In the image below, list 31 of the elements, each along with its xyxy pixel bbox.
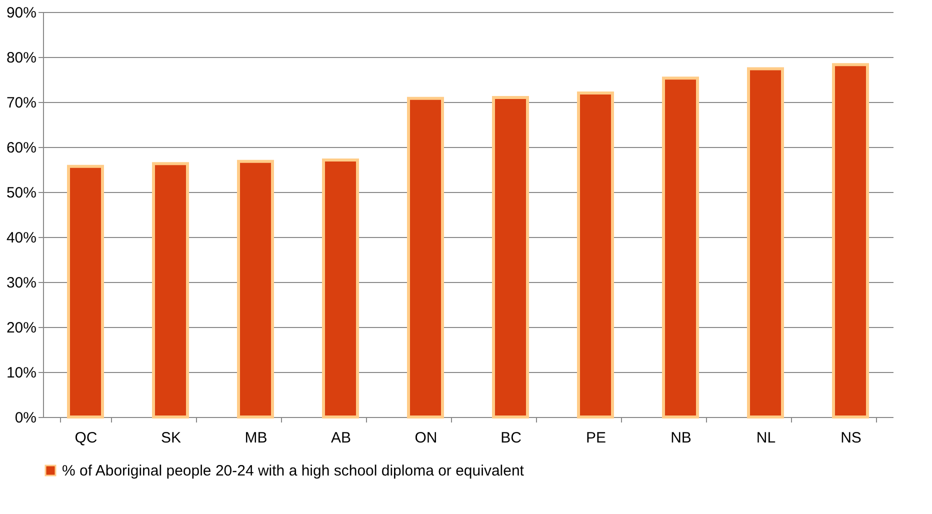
y-tick-label: 80% [6,50,36,66]
y-tick-label: 10% [6,364,36,382]
y-tick-label: 70% [6,94,36,112]
x-tick-label: NS [840,430,862,446]
x-tick-label: BC [500,430,522,446]
bar [322,158,359,418]
x-tick-label: AB [330,430,352,446]
y-tick-label: 0% [14,410,36,426]
x-tick-label: MB [244,430,268,446]
bar [152,162,189,418]
bar [67,164,104,418]
bar [747,67,784,418]
x-tick-label: SK [160,430,182,446]
bar [577,92,614,418]
y-tick-label: 20% [6,320,36,336]
y-tick-label: 40% [6,230,36,246]
y-tick-label: 50% [6,184,36,202]
x-tick-label: ON [414,430,438,446]
y-tick-label: 90% [6,4,36,22]
x-tick-label: PE [586,430,606,446]
legend-label: % of Aboriginal people 20-24 with a high school diploma or equivalent [62,462,525,480]
x-tick-label: NL [756,430,776,446]
bar [492,96,529,418]
x-tick-label: QC [74,430,98,446]
x-tick-label: NB [670,430,692,446]
y-tick-label: 60% [6,140,36,156]
bar [832,63,869,418]
bar [407,96,444,418]
bar [237,160,274,418]
bar [662,76,699,418]
y-tick-label: 30% [6,274,36,292]
